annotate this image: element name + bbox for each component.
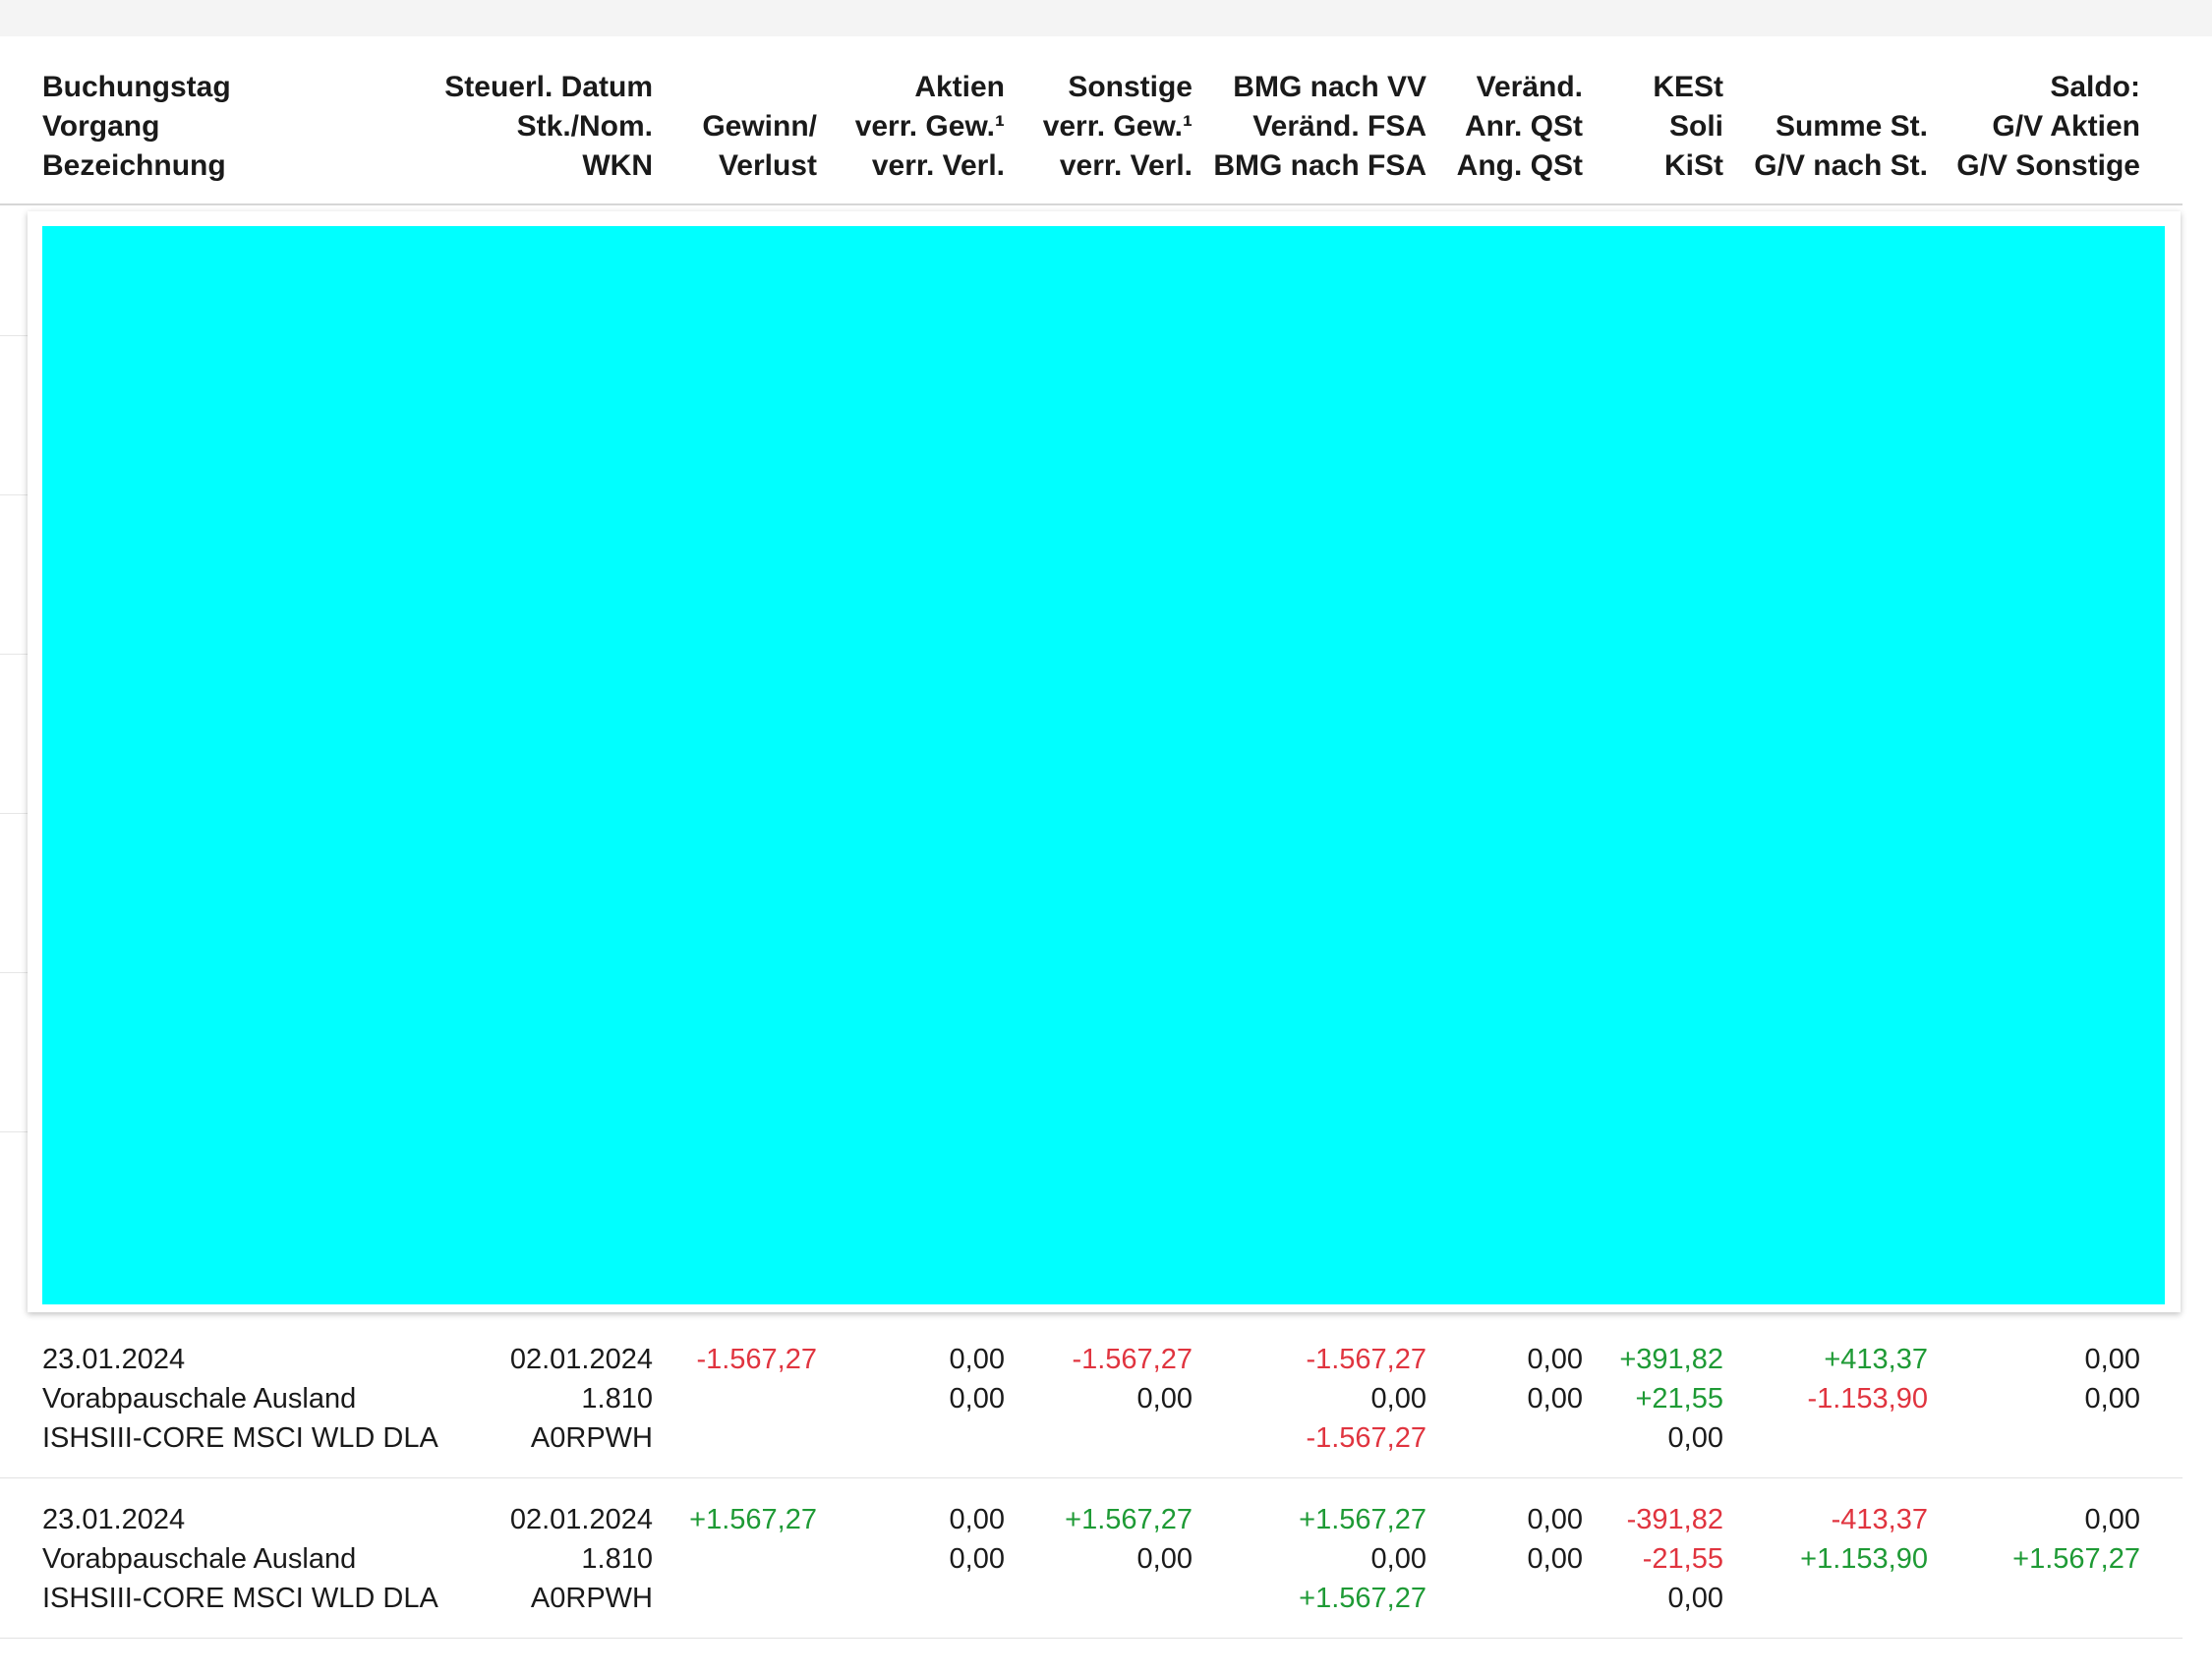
row-divider (0, 1131, 28, 1132)
header-gewinn-verlust[interactable]: Gewinn/ Verlust (702, 110, 817, 182)
header-steuerl-datum[interactable]: Steuerl. Datum Stk./Nom. WKN (444, 71, 653, 182)
overlay-panel (28, 211, 2181, 1312)
header-sonstige[interactable]: Sonstige verr. Gew.¹ verr. Verl. (1042, 71, 1193, 182)
row-divider (0, 494, 28, 495)
row-divider (0, 654, 28, 655)
redacted-region (42, 226, 2165, 1304)
table-row[interactable]: 23.01.2024 Vorabpauschale Ausland ISHSII… (0, 1318, 2183, 1478)
header-qst[interactable]: Veränd. Anr. QSt Ang. QSt (1456, 71, 1583, 182)
cell-kest-soli-kist: +391,82 +21,55 0,00 (1619, 1344, 1723, 1454)
header-kest[interactable]: KESt Soli KiSt (1653, 71, 1723, 182)
row-divider (0, 972, 28, 973)
header-summe-st[interactable]: Summe St. G/V nach St. (1754, 110, 1928, 182)
cell-datum-stk-wkn: 02.01.2024 1.810 A0RPWH (509, 1504, 653, 1614)
cell-qst: 0,00 0,00 (1527, 1504, 1583, 1575)
content-area (0, 205, 2183, 1318)
cell-summe-st: -413,37 +1.153,90 (1800, 1504, 1928, 1575)
cell-aktien: 0,00 0,00 (949, 1504, 1005, 1575)
cell-sonstige: +1.567,27 0,00 (1065, 1504, 1193, 1575)
top-bar (0, 0, 2212, 36)
row-divider (0, 813, 28, 814)
header-aktien[interactable]: Aktien verr. Gew.¹ verr. Verl. (854, 71, 1005, 182)
header-saldo[interactable]: Saldo: G/V Aktien G/V Sonstige (1956, 71, 2140, 182)
cell-kest-soli-kist: -391,82 -21,55 0,00 (1626, 1504, 1723, 1614)
tax-transactions-table: Buchungstag Vorgang Bezeichnung Steuerl.… (0, 36, 2183, 1639)
cell-gewinn-verlust: -1.567,27 (696, 1344, 817, 1375)
cell-saldo: 0,00 +1.567,27 (2012, 1504, 2140, 1575)
cell-buchungstag-vorgang: 23.01.2024 Vorabpauschale Ausland ISHSII… (42, 1504, 438, 1614)
header-bmg[interactable]: BMG nach VV Veränd. FSA BMG nach FSA (1213, 71, 1426, 182)
table-header: Buchungstag Vorgang Bezeichnung Steuerl.… (0, 36, 2183, 205)
header-buchungstag[interactable]: Buchungstag Vorgang Bezeichnung (42, 71, 231, 182)
cell-buchungstag-vorgang: 23.01.2024 Vorabpauschale Ausland ISHSII… (42, 1344, 438, 1454)
cell-summe-st: +413,37 -1.153,90 (1807, 1344, 1928, 1415)
table-row[interactable]: 23.01.2024 Vorabpauschale Ausland ISHSII… (0, 1478, 2183, 1639)
row-divider (0, 335, 28, 336)
cell-bmg: -1.567,27 0,00 -1.567,27 (1306, 1344, 1426, 1454)
cell-gewinn-verlust: +1.567,27 (689, 1504, 817, 1535)
cell-aktien: 0,00 0,00 (949, 1344, 1005, 1415)
cell-sonstige: -1.567,27 0,00 (1072, 1344, 1193, 1415)
cell-bmg: +1.567,27 0,00 +1.567,27 (1299, 1504, 1426, 1614)
cell-saldo: 0,00 0,00 (2084, 1344, 2140, 1415)
cell-datum-stk-wkn: 02.01.2024 1.810 A0RPWH (509, 1344, 653, 1454)
cell-qst: 0,00 0,00 (1527, 1344, 1583, 1415)
